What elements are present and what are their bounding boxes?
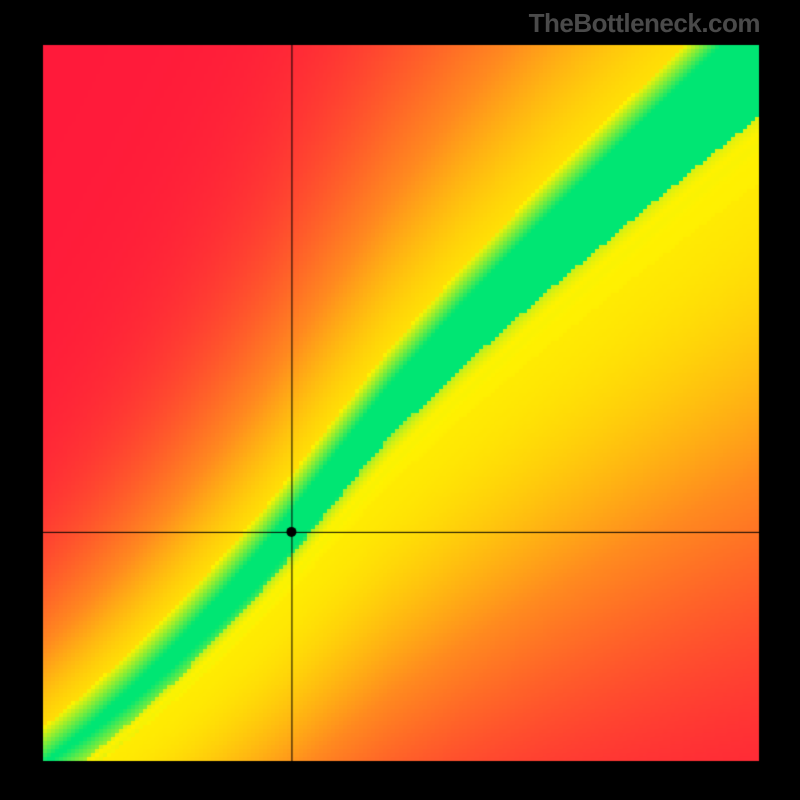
watermark-text: TheBottleneck.com xyxy=(529,8,760,39)
bottleneck-heatmap xyxy=(0,0,800,800)
